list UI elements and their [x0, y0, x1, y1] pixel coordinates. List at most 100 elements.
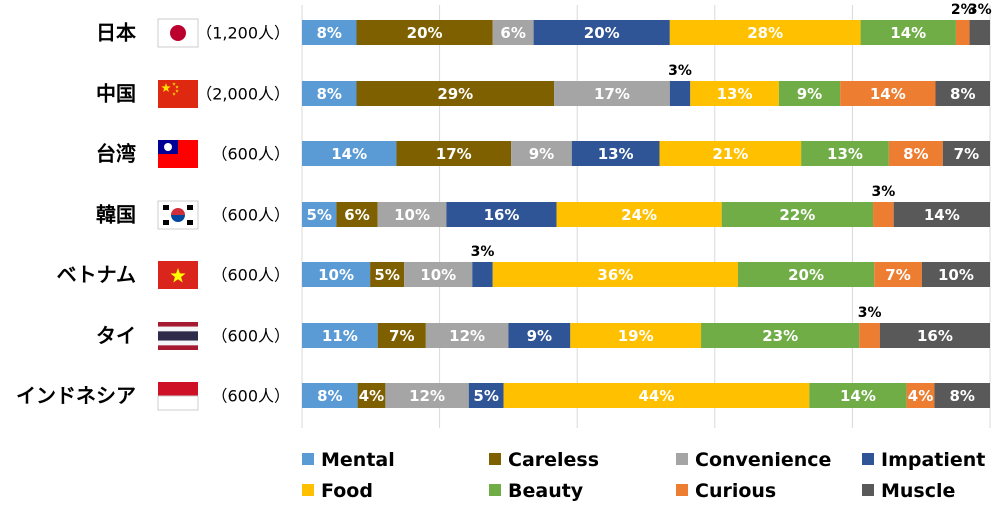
category-label: 台湾	[96, 142, 136, 166]
sample-size-label: （600人）	[211, 266, 290, 285]
legend-swatch	[489, 453, 501, 465]
bar-segment-curious	[873, 202, 894, 227]
bar-segment-mental	[302, 383, 358, 408]
bar-segment-convenience	[385, 383, 469, 408]
bar-segment-careless	[377, 323, 426, 348]
data-label: 14%	[331, 145, 367, 163]
bar-segment-careless	[370, 262, 405, 287]
bar-segment-curious	[859, 323, 880, 348]
bar-segment-food	[492, 262, 738, 287]
bar-segment-muscle	[879, 323, 990, 348]
sample-size-label: （600人）	[211, 206, 290, 225]
category-label: 日本	[96, 21, 136, 45]
legend-item-careless: Careless	[489, 449, 599, 471]
bar-segment-mental	[302, 202, 337, 227]
taiwan-flag	[158, 140, 198, 168]
bar-segment-curious	[906, 383, 935, 408]
data-label: 17%	[436, 145, 472, 163]
bar-segment-food	[570, 323, 702, 348]
sample-size-label: （600人）	[211, 145, 290, 164]
chart-rows: 日本 （1,200人） 8% 20% 6% 20% 28% 14%2%3%中国 （2,000人）…	[16, 2, 992, 408]
legend-item-muscle: Muscle	[862, 480, 955, 502]
category-label: 韓国	[96, 203, 136, 227]
bar-segment-impatient	[533, 20, 670, 45]
bar-segment-impatient	[571, 141, 660, 166]
bar-row: 韓国 （600人） 5% 6% 10% 16% 24% 22% 3% 14%	[96, 184, 990, 227]
bar-segment-careless	[356, 81, 555, 106]
bar-segment-muscle	[969, 20, 990, 45]
china-flag	[158, 80, 198, 108]
data-label: 24%	[621, 206, 657, 224]
data-label: 9%	[529, 145, 554, 163]
legend-swatch	[302, 484, 314, 496]
data-label: 8%	[317, 387, 342, 405]
bar-segment-mental	[302, 323, 378, 348]
vietnam-flag	[158, 261, 198, 289]
bar-segment-muscle	[942, 141, 990, 166]
data-label: 14%	[870, 85, 906, 103]
bar-row: 台湾 （600人） 14% 17% 9% 13% 21% 13% 8% 7%	[96, 141, 990, 166]
bar-segment-impatient	[446, 202, 557, 227]
bar-segment-impatient	[669, 81, 691, 106]
legend-swatch	[862, 484, 874, 496]
bar-segment-mental	[302, 141, 397, 166]
category-label: ベトナム	[57, 263, 136, 287]
legend-item-curious: Curious	[676, 480, 776, 502]
data-label: 20%	[584, 24, 620, 42]
bar-row: タイ （600人） 11% 7% 12% 9% 19% 23% 3% 16%	[96, 305, 990, 348]
data-label: 20%	[407, 24, 443, 42]
bar-segment-convenience	[425, 323, 509, 348]
data-label: 4%	[908, 387, 933, 405]
legend-item-food: Food	[302, 480, 373, 502]
bar-segment-muscle	[921, 262, 990, 287]
legend-label: Mental	[321, 449, 395, 471]
data-label: 2%	[951, 2, 975, 18]
bar-row: 日本 （1,200人） 8% 20% 6% 20% 28% 14% 2%3%	[96, 2, 992, 45]
data-label: 8%	[317, 24, 342, 42]
data-label: 8%	[950, 85, 975, 103]
sample-size-label: （2,000人）	[196, 85, 290, 104]
data-label: 10%	[318, 266, 354, 284]
data-label: 3%	[471, 244, 495, 260]
data-label: 13%	[717, 85, 753, 103]
bar-segment-convenience	[492, 20, 534, 45]
legend-item-beauty: Beauty	[489, 480, 584, 502]
bar-segment-convenience	[377, 202, 447, 227]
legend-label: Muscle	[881, 480, 955, 502]
japan-flag	[157, 18, 199, 48]
data-label: 10%	[938, 266, 974, 284]
bar-segment-curious	[955, 20, 970, 45]
data-label: 21%	[712, 145, 748, 163]
legend-label: Curious	[695, 480, 776, 502]
bar-segment-careless	[356, 20, 493, 45]
legend-label: Convenience	[695, 449, 831, 471]
legend-swatch	[489, 484, 501, 496]
data-label: 14%	[890, 24, 926, 42]
data-label: 7%	[954, 145, 979, 163]
data-label: 4%	[359, 387, 384, 405]
legend-label: Food	[321, 480, 373, 502]
legend-swatch	[676, 484, 688, 496]
data-label: 7%	[885, 266, 910, 284]
legend-item-convenience: Convenience	[676, 449, 831, 471]
data-label: 7%	[389, 327, 414, 345]
bar-segment-convenience	[404, 262, 473, 287]
category-label: タイ	[96, 324, 136, 348]
data-label: 11%	[322, 327, 358, 345]
data-label: 5%	[306, 206, 331, 224]
data-label: 13%	[827, 145, 863, 163]
sample-size-label: （600人）	[211, 387, 290, 406]
data-label: 9%	[527, 327, 552, 345]
data-label: 22%	[779, 206, 815, 224]
bar-segment-impatient	[508, 323, 571, 348]
bar-segment-mental	[302, 81, 357, 106]
bar-segment-careless	[357, 383, 386, 408]
data-label: 10%	[420, 266, 456, 284]
bar-segment-careless	[396, 141, 512, 166]
bar-segment-impatient	[468, 383, 504, 408]
data-label: 12%	[449, 327, 485, 345]
bar-segment-beauty	[778, 81, 841, 106]
legend-item-impatient: Impatient	[862, 449, 985, 471]
legend-swatch	[676, 453, 688, 465]
